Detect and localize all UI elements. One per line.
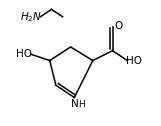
Text: O: O <box>115 21 123 31</box>
Text: N: N <box>71 99 79 109</box>
Text: HO: HO <box>16 49 32 59</box>
Text: H: H <box>78 100 85 109</box>
Text: $H_2N$: $H_2N$ <box>20 10 42 24</box>
Text: HO: HO <box>126 56 142 66</box>
